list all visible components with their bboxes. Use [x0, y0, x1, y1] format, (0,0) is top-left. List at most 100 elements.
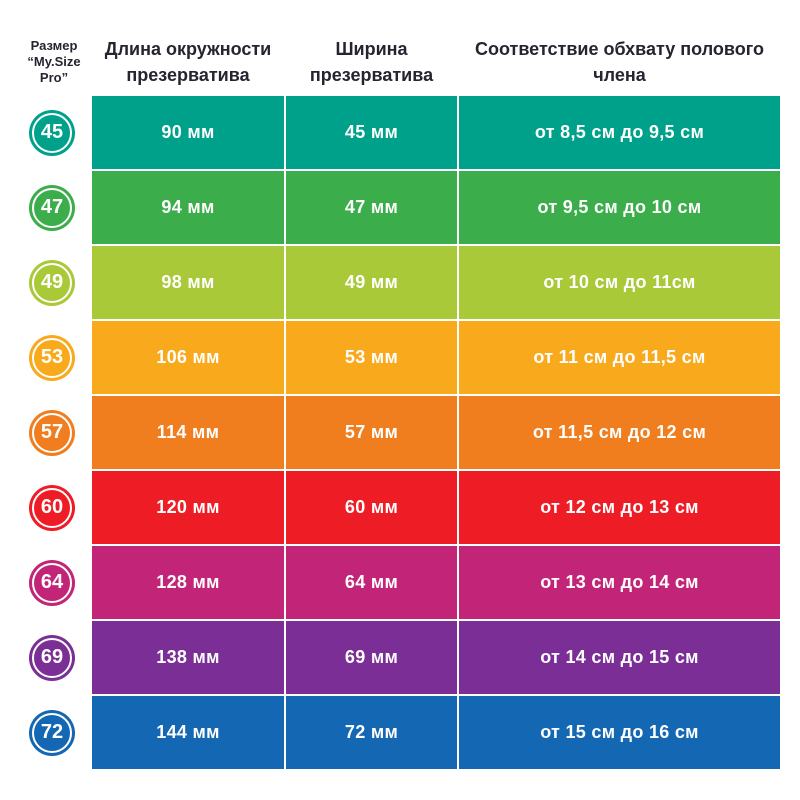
size-badge-number: 45 — [40, 121, 64, 143]
girth-value: от 12 см до 13 см — [540, 497, 699, 517]
size-badge: 60 — [29, 484, 75, 531]
header-girth-label: Соответствие обхвату полового члена — [475, 39, 764, 85]
width-value: 64 мм — [344, 572, 399, 592]
girth-value: от 15 см до 16 см — [540, 722, 699, 742]
circumference-cell: 106 мм — [92, 321, 284, 394]
header-size-line-2: “My.Size — [27, 54, 81, 69]
circumference-value: 138 мм — [156, 647, 220, 667]
row-cells: 120 мм 60 мм от 12 см до 13 см — [92, 471, 780, 544]
circumference-cell: 98 мм — [92, 246, 284, 319]
table-body: 45 90 мм 45 мм от 8,5 см до 9,5 см 47 94… — [0, 96, 780, 769]
width-value: 69 мм — [344, 647, 399, 667]
table-row: 60 120 мм 60 мм от 12 см до 13 см — [0, 471, 780, 544]
row-cells: 144 мм 72 мм от 15 см до 16 см — [92, 696, 780, 769]
size-badge-cell: 47 — [0, 171, 92, 244]
header-width-line-2: презерватива — [309, 65, 434, 85]
size-badge: 45 — [29, 109, 75, 156]
circumference-value: 114 мм — [156, 422, 220, 442]
width-cell: 49 мм — [286, 246, 457, 319]
header-girth-column: Соответствие обхвату полового члена — [459, 30, 780, 94]
circumference-cell: 120 мм — [92, 471, 284, 544]
width-cell: 72 мм — [286, 696, 457, 769]
size-badge-cell: 49 — [0, 246, 92, 319]
girth-cell: от 11,5 см до 12 см — [459, 396, 780, 469]
size-badge: 69 — [29, 634, 75, 681]
circumference-value: 128 мм — [156, 572, 220, 592]
circumference-value: 144 мм — [156, 722, 220, 742]
girth-value: от 13 см до 14 см — [540, 572, 699, 592]
size-badge: 57 — [29, 409, 75, 456]
width-value: 45 мм — [344, 122, 399, 142]
width-value: 49 мм — [344, 272, 399, 292]
width-cell: 64 мм — [286, 546, 457, 619]
size-badge: 49 — [29, 259, 75, 306]
size-badge-cell: 69 — [0, 621, 92, 694]
row-cells: 98 мм 49 мм от 10 см до 11см — [92, 246, 780, 319]
circumference-cell: 94 мм — [92, 171, 284, 244]
circumference-value: 94 мм — [161, 197, 215, 217]
circumference-value: 120 мм — [156, 497, 220, 517]
size-badge-cell: 64 — [0, 546, 92, 619]
row-cells: 106 мм 53 мм от 11 см до 11,5 см — [92, 321, 780, 394]
row-cells: 90 мм 45 мм от 8,5 см до 9,5 см — [92, 96, 780, 169]
width-value: 60 мм — [344, 497, 399, 517]
circumference-cell: 90 мм — [92, 96, 284, 169]
row-cells: 128 мм 64 мм от 13 см до 14 см — [92, 546, 780, 619]
circumference-value: 106 мм — [156, 347, 220, 367]
width-cell: 45 мм — [286, 96, 457, 169]
girth-value: от 14 см до 15 см — [540, 647, 699, 667]
width-cell: 57 мм — [286, 396, 457, 469]
circumference-value: 90 мм — [161, 122, 215, 142]
header-circumference-line-1: Длина окружности — [104, 39, 272, 59]
header-size-line-3: Pro” — [39, 70, 69, 85]
girth-cell: от 14 см до 15 см — [459, 621, 780, 694]
width-cell: 60 мм — [286, 471, 457, 544]
size-badge-number: 72 — [40, 721, 64, 743]
table-row: 47 94 мм 47 мм от 9,5 см до 10 см — [0, 171, 780, 244]
row-cells: 94 мм 47 мм от 9,5 см до 10 см — [92, 171, 780, 244]
size-badge-number: 64 — [40, 571, 64, 593]
girth-cell: от 13 см до 14 см — [459, 546, 780, 619]
width-value: 47 мм — [344, 197, 399, 217]
table-row: 69 138 мм 69 мм от 14 см до 15 см — [0, 621, 780, 694]
table-row: 45 90 мм 45 мм от 8,5 см до 9,5 см — [0, 96, 780, 169]
girth-cell: от 15 см до 16 см — [459, 696, 780, 769]
table-header: Размер “My.Size Pro” Длина окружности пр… — [0, 30, 780, 94]
circumference-value: 98 мм — [161, 272, 215, 292]
size-badge-cell: 57 — [0, 396, 92, 469]
width-cell: 53 мм — [286, 321, 457, 394]
size-badge: 47 — [29, 184, 75, 231]
size-badge-cell: 72 — [0, 696, 92, 769]
size-badge: 64 — [29, 559, 75, 606]
width-cell: 47 мм — [286, 171, 457, 244]
size-badge: 53 — [29, 334, 75, 381]
girth-value: от 11,5 см до 12 см — [532, 422, 707, 442]
table-row: 49 98 мм 49 мм от 10 см до 11см — [0, 246, 780, 319]
circumference-cell: 144 мм — [92, 696, 284, 769]
girth-value: от 9,5 см до 10 см — [537, 197, 702, 217]
width-value: 53 мм — [344, 347, 399, 367]
circumference-cell: 114 мм — [92, 396, 284, 469]
circumference-cell: 138 мм — [92, 621, 284, 694]
size-badge-cell: 60 — [0, 471, 92, 544]
table-row: 72 144 мм 72 мм от 15 см до 16 см — [0, 696, 780, 769]
size-badge-number: 60 — [40, 496, 64, 518]
circumference-cell: 128 мм — [92, 546, 284, 619]
size-badge: 72 — [29, 709, 75, 756]
size-badge-cell: 45 — [0, 96, 92, 169]
header-columns: Длина окружности презерватива Ширина пре… — [92, 30, 780, 94]
size-badge-number: 53 — [40, 346, 64, 368]
row-cells: 114 мм 57 мм от 11,5 см до 12 см — [92, 396, 780, 469]
size-badge-number: 57 — [40, 421, 64, 443]
girth-cell: от 10 см до 11см — [459, 246, 780, 319]
header-size-column: Размер “My.Size Pro” — [0, 30, 92, 94]
header-width-column: Ширина презерватива — [286, 30, 457, 94]
girth-value: от 11 см до 11,5 см — [533, 347, 706, 367]
girth-cell: от 9,5 см до 10 см — [459, 171, 780, 244]
size-badge-number: 47 — [40, 196, 64, 218]
header-width-line-1: Ширина — [335, 39, 408, 59]
girth-value: от 10 см до 11см — [543, 272, 696, 292]
girth-cell: от 8,5 см до 9,5 см — [459, 96, 780, 169]
header-circumference-line-2: презерватива — [126, 65, 250, 85]
